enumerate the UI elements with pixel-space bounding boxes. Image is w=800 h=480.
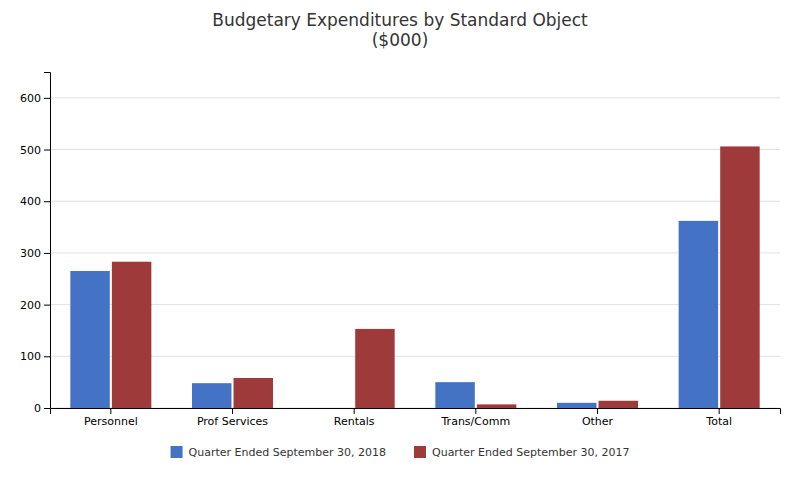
bar xyxy=(435,382,474,408)
bar xyxy=(314,408,353,409)
y-tick-mark xyxy=(44,305,50,306)
legend-swatch xyxy=(171,446,183,458)
x-tick-label: Total xyxy=(705,415,732,428)
bar xyxy=(599,401,638,408)
x-tick-label: Trans/Comm xyxy=(441,415,511,428)
y-tick: 400 xyxy=(20,195,50,208)
y-tick: 0 xyxy=(34,402,50,415)
y-axis: 0 100 200 300 400 500 600 xyxy=(20,73,51,416)
bar-series xyxy=(112,146,760,408)
bar xyxy=(355,329,394,408)
x-tick-mark xyxy=(719,408,720,414)
legend: Quarter Ended September 30, 2018 Quarter … xyxy=(171,446,630,459)
plot: 0 100 200 300 400 500 600 Personnel Prof Service… xyxy=(20,73,781,428)
bar xyxy=(192,383,231,408)
title-line: Budgetary Expenditures by Standard Objec… xyxy=(212,10,588,30)
bar xyxy=(720,146,759,408)
y-tick-mark xyxy=(44,356,50,357)
x-tick-mark xyxy=(232,408,233,414)
x-tick-label: Prof Services xyxy=(197,415,268,428)
x-axis: Personnel Prof Services Rentals Trans/Comm O… xyxy=(51,408,781,428)
grid-line xyxy=(50,201,780,202)
y-tick: 500 xyxy=(20,144,50,157)
grid-line xyxy=(50,304,780,305)
x-tick-label: Personnel xyxy=(84,415,138,428)
y-tick: 200 xyxy=(20,299,50,312)
x-tick-mark xyxy=(110,408,111,414)
bar xyxy=(234,378,273,408)
x-tick-mark xyxy=(354,408,355,414)
x-tick: Other xyxy=(582,408,614,428)
y-tick-mark xyxy=(44,253,50,254)
legend-item: Quarter Ended September 30, 2017 xyxy=(414,446,629,459)
legend-swatch xyxy=(414,446,426,458)
bar xyxy=(679,221,718,408)
grid-line xyxy=(50,252,780,253)
x-tick: Rentals xyxy=(334,408,375,428)
x-tick-mark xyxy=(475,408,476,414)
x-tick: Total xyxy=(705,408,732,428)
x-tick-label: Rentals xyxy=(334,415,375,428)
bar-series xyxy=(70,221,718,408)
legend-label: Quarter Ended September 30, 2018 xyxy=(189,446,386,459)
bar xyxy=(557,403,596,408)
chart: Budgetary Expenditures by Standard Objec… xyxy=(0,0,800,480)
bar xyxy=(477,404,516,408)
y-tick-mark xyxy=(44,201,50,202)
y-tick-label: 300 xyxy=(20,247,41,260)
x-tick-label: Other xyxy=(582,415,614,428)
bars xyxy=(70,146,759,408)
bar xyxy=(70,271,109,408)
bar xyxy=(112,262,151,408)
grid-line xyxy=(50,97,780,98)
x-axis-line xyxy=(51,409,781,415)
y-tick-label: 500 xyxy=(20,144,41,157)
y-tick-mark xyxy=(44,150,50,151)
grid xyxy=(50,98,780,408)
y-tick-label: 200 xyxy=(20,299,41,312)
y-tick-mark xyxy=(44,408,50,409)
x-tick: Trans/Comm xyxy=(441,408,511,428)
y-tick-label: 100 xyxy=(20,350,41,363)
y-tick: 600 xyxy=(20,92,50,105)
y-tick-label: 0 xyxy=(34,402,41,415)
legend-item: Quarter Ended September 30, 2018 xyxy=(171,446,386,459)
title-line: ($000) xyxy=(372,30,429,50)
y-axis-line xyxy=(44,73,51,409)
x-tick-mark xyxy=(597,408,598,414)
y-tick-label: 400 xyxy=(20,195,41,208)
grid-line xyxy=(50,356,780,357)
y-tick: 300 xyxy=(20,247,50,260)
y-tick: 100 xyxy=(20,350,50,363)
y-tick-mark xyxy=(44,98,50,99)
x-tick: Personnel xyxy=(84,408,138,428)
legend-label: Quarter Ended September 30, 2017 xyxy=(432,446,629,459)
x-tick: Prof Services xyxy=(197,408,268,428)
title: Budgetary Expenditures by Standard Objec… xyxy=(212,10,588,50)
y-tick-label: 600 xyxy=(20,92,41,105)
grid-line xyxy=(50,149,780,150)
